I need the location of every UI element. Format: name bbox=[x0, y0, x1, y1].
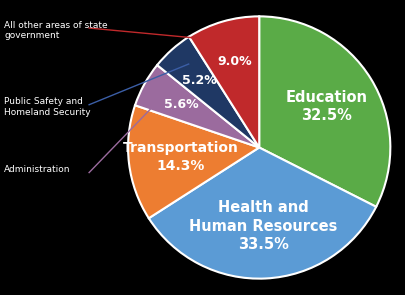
Text: 5.2%: 5.2% bbox=[183, 74, 217, 87]
Text: Health and
Human Resources
33.5%: Health and Human Resources 33.5% bbox=[189, 200, 337, 252]
Wedge shape bbox=[128, 105, 259, 218]
Text: 5.6%: 5.6% bbox=[164, 98, 198, 111]
Wedge shape bbox=[189, 16, 259, 148]
Text: All other areas of state
government: All other areas of state government bbox=[4, 21, 108, 40]
Wedge shape bbox=[149, 148, 376, 279]
Text: Transportation
14.3%: Transportation 14.3% bbox=[123, 141, 239, 173]
Wedge shape bbox=[157, 37, 259, 148]
Text: Public Safety and
Homeland Security: Public Safety and Homeland Security bbox=[4, 97, 91, 117]
Wedge shape bbox=[259, 16, 390, 207]
Text: 9.0%: 9.0% bbox=[217, 55, 252, 68]
Text: Education
32.5%: Education 32.5% bbox=[285, 89, 367, 123]
Wedge shape bbox=[135, 65, 259, 148]
Text: Administration: Administration bbox=[4, 165, 70, 174]
